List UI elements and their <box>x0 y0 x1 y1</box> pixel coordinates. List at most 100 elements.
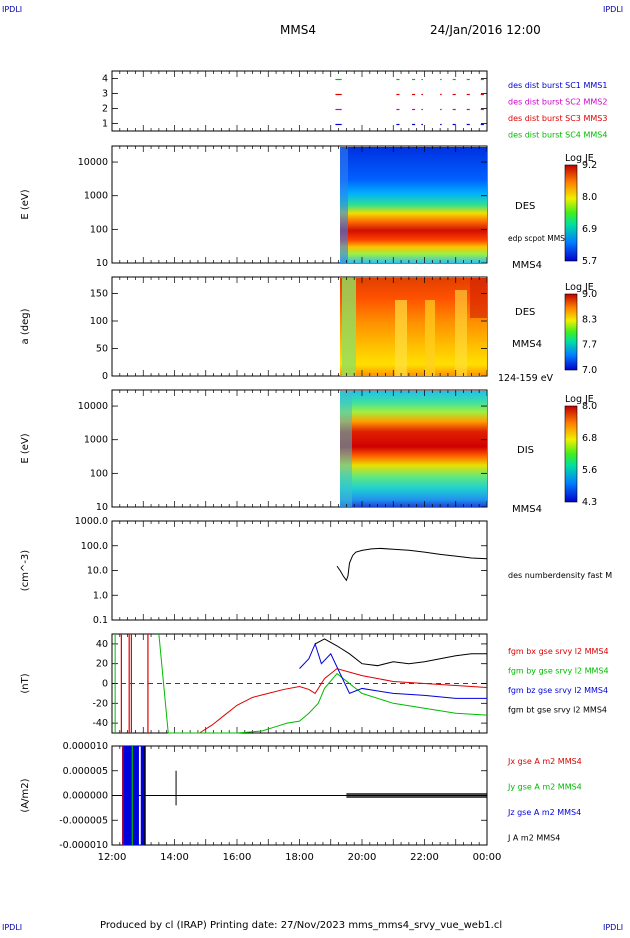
y-axis-label: E (eV) <box>20 433 31 463</box>
footer-text: Produced by cl (IRAP) Printing date: 27/… <box>100 920 502 931</box>
panel-right-label: DIS <box>517 445 534 456</box>
panel-right-label: MMS4 <box>512 260 542 271</box>
y-tick-label: 100 <box>90 224 108 235</box>
current-burst <box>127 746 134 845</box>
y-tick-label: 0 <box>102 679 108 690</box>
colorbar-tick-label: 8.0 <box>582 192 597 203</box>
current-legend-label: Jy gse A m2 MMS4 <box>507 783 582 792</box>
current-legend-label: Jx gse A m2 MMS4 <box>507 757 582 766</box>
x-tick-label: 20:00 <box>348 852 377 863</box>
panel-frame-density <box>111 520 488 621</box>
y-tick-label: 10000 <box>78 157 108 168</box>
y-tick-label: 100.0 <box>81 541 108 552</box>
y-tick-label: -0.000010 <box>59 840 108 851</box>
bfield-legend-label: fgm by gse srvy l2 MMS4 <box>508 667 609 676</box>
colorbar-des-energy <box>564 164 578 262</box>
corner-mark-bl: IPDLI <box>2 923 22 932</box>
y-tick-label: 20 <box>96 659 108 670</box>
corner-mark-br: IPDLI <box>603 923 623 932</box>
y-tick-label: -20 <box>92 698 108 709</box>
current-legend-label: J A m2 MMS4 <box>507 834 560 843</box>
panel-right-label: edp scpot MMS4 <box>508 234 570 243</box>
colorbar-title: Log JE <box>565 394 594 405</box>
y-tick-label: 0.000010 <box>63 741 108 752</box>
x-tick-label: 12:00 <box>98 852 127 863</box>
spacecraft-title: MMS4 <box>280 23 316 37</box>
y-tick-label: 150 <box>90 289 108 300</box>
corner-mark-tr: IPDLI <box>603 5 623 14</box>
density-trace <box>336 547 488 582</box>
current-legend-label: Jz gse A m2 MMS4 <box>507 808 581 817</box>
y-tick-label: -40 <box>92 718 108 729</box>
colorbar-dis-energy <box>564 405 578 503</box>
y-tick-label: 0.000005 <box>63 766 108 777</box>
colorbar-tick-label: 9.2 <box>582 160 597 171</box>
bfield-legend-label: fgm bx gse srvy l2 MMS4 <box>508 647 609 656</box>
x-tick-label: 22:00 <box>410 852 439 863</box>
y-tick-label: 3 <box>102 89 108 100</box>
panel-frame-burst <box>111 70 488 132</box>
y-axis-label: a (deg) <box>20 308 31 344</box>
y-tick-label: 10.0 <box>87 566 108 577</box>
colorbar-tick-label: 9.0 <box>582 289 597 300</box>
x-tick-label: 18:00 <box>285 852 314 863</box>
y-axis-label: E (eV) <box>20 189 31 219</box>
x-tick-label: 00:00 <box>473 852 502 863</box>
y-tick-label: 100 <box>90 316 108 327</box>
bfield-trace <box>199 668 488 734</box>
colorbar-tick-label: 6.8 <box>582 433 597 444</box>
colorbar-tick-label: 7.7 <box>582 340 597 351</box>
y-tick-label: 0.000000 <box>63 791 108 802</box>
y-tick-label: 50 <box>96 344 108 355</box>
traces-layer <box>112 78 488 845</box>
burst-legend-label: des dist burst SC3 MMS3 <box>508 114 607 123</box>
bfield-trace <box>314 638 487 667</box>
y-tick-label: 10 <box>96 502 108 513</box>
colorbar-tick-label: 7.0 <box>582 365 597 376</box>
y-axis-label: (nT) <box>20 673 31 693</box>
current-burst <box>122 746 131 845</box>
colorbar-tick-label: 5.6 <box>582 465 597 476</box>
colorbar-title: Log JE <box>565 153 594 164</box>
burst-legend-label: des dist burst SC4 MMS4 <box>508 131 607 140</box>
y-tick-label: 0 <box>102 371 108 382</box>
colorbar-tick-label: 6.9 <box>582 224 597 235</box>
x-tick-label: 14:00 <box>160 852 189 863</box>
bfield-trace <box>158 633 488 734</box>
corner-mark-tl: IPDLI <box>2 5 22 14</box>
y-tick-label: 2 <box>102 104 108 115</box>
y-tick-label: 1000 <box>84 191 108 202</box>
y-tick-label: 1.0 <box>93 590 108 601</box>
bfield-legend-label: fgm bt gse srvy l2 MMS4 <box>508 706 607 715</box>
colorbar-des-pitch <box>564 293 578 371</box>
des-pitch-heatmap <box>340 278 487 376</box>
panel-right-label: 124-159 eV <box>498 373 554 384</box>
y-tick-label: 1000 <box>84 435 108 446</box>
date-title: 24/Jan/2016 12:00 <box>430 23 541 37</box>
panel-right-label: DES <box>515 307 535 318</box>
colorbar-title: Log JE <box>565 282 594 293</box>
colorbar-tick-label: 8.3 <box>582 314 597 325</box>
y-tick-label: 100 <box>90 468 108 479</box>
panel-right-label: DES <box>515 201 535 212</box>
des-energy-heatmap <box>340 147 487 263</box>
burst-legend-label: des dist burst SC2 MMS2 <box>508 98 607 107</box>
y-tick-label: 1000.0 <box>75 516 108 527</box>
colorbar-tick-label: 8.0 <box>582 401 597 412</box>
y-tick-label: 10000 <box>78 401 108 412</box>
y-tick-label: -0.000005 <box>59 815 108 826</box>
y-axis-label: (A/m2) <box>20 778 31 812</box>
x-tick-label: 16:00 <box>223 852 252 863</box>
y-tick-label: 0.1 <box>93 615 108 626</box>
colorbar-tick-label: 5.7 <box>582 256 597 267</box>
legends-layer: des dist burst SC1 MMS1 des dist burst SC… <box>498 81 612 843</box>
y-axis-label: (cm^-3) <box>20 550 31 591</box>
y-tick-label: 4 <box>102 74 108 85</box>
y-tick-label: 10 <box>96 258 108 269</box>
burst-legend-label: des dist burst SC1 MMS1 <box>508 81 607 90</box>
y-tick-label: 40 <box>96 639 108 650</box>
colorbar-tick-label: 4.3 <box>582 497 597 508</box>
